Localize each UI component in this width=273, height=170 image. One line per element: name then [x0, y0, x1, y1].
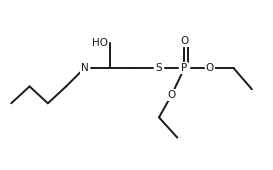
Text: O: O [180, 36, 188, 46]
Text: O: O [206, 63, 214, 73]
Text: HO: HO [91, 38, 108, 48]
Text: S: S [156, 63, 162, 73]
Text: P: P [181, 63, 188, 73]
Text: N: N [81, 63, 88, 73]
Text: O: O [168, 90, 176, 100]
